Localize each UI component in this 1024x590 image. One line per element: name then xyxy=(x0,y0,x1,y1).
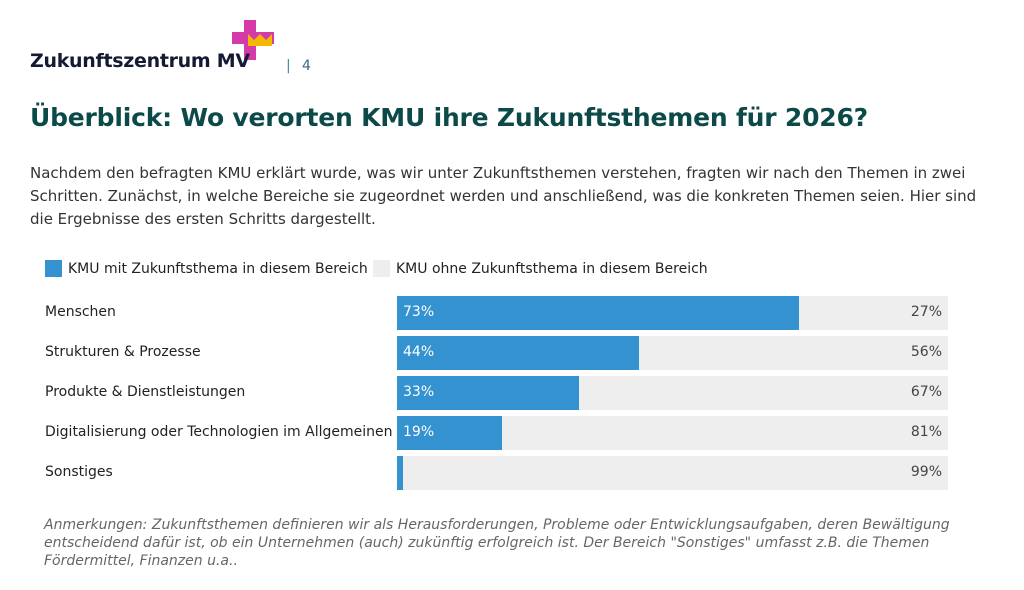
legend-swatch-with xyxy=(45,260,62,277)
bar-with xyxy=(397,416,502,450)
bar-without: 99% xyxy=(397,456,948,490)
legend-label-with: KMU mit Zukunftsthema in diesem Bereich xyxy=(68,260,368,277)
logo-text: Zukunftszentrum MV xyxy=(30,50,250,72)
legend-swatch-without xyxy=(373,260,390,277)
value-label-without: 56% xyxy=(910,344,942,360)
legend-item-without: KMU ohne Zukunftsthema in diesem Bereich xyxy=(373,260,708,277)
bar-with xyxy=(397,336,640,370)
category-label: Sonstiges xyxy=(45,464,113,480)
bar-with xyxy=(397,296,800,330)
value-label-without: 99% xyxy=(910,464,942,480)
bar-with xyxy=(397,376,579,410)
category-label: Digitalisierung oder Technologien im All… xyxy=(45,424,393,440)
bar-without: 44% 56% xyxy=(397,336,948,370)
value-label-with: 19% xyxy=(403,424,435,440)
footnote: Anmerkungen: Zukunftsthemen definieren w… xyxy=(44,517,950,569)
value-label-with: 44% xyxy=(403,344,435,360)
value-label-without: 67% xyxy=(910,384,942,400)
bar-without: 19% 81% xyxy=(397,416,948,450)
category-label: Produkte & Dienstleistungen xyxy=(45,384,246,400)
value-label-without: 27% xyxy=(910,304,942,320)
logo-mark-icon xyxy=(232,20,274,60)
legend-label-without: KMU ohne Zukunftsthema in diesem Bereich xyxy=(396,260,708,277)
intro-text: Nachdem den befragten KMU erklärt wurde,… xyxy=(30,164,977,228)
value-label-with: 73% xyxy=(403,304,435,320)
legend-item-with: KMU mit Zukunftsthema in diesem Bereich xyxy=(45,260,368,277)
bar-with xyxy=(397,456,403,490)
page-separator: | xyxy=(286,58,291,74)
bar-without: 33% 67% xyxy=(397,376,948,410)
category-label: Menschen xyxy=(45,304,116,320)
value-label-without: 81% xyxy=(910,424,942,440)
bar-without: 73% 27% xyxy=(397,296,948,330)
page-title: Überblick: Wo verorten KMU ihre Zukunfts… xyxy=(30,103,868,132)
value-label-with: 33% xyxy=(403,384,435,400)
category-label: Strukturen & Prozesse xyxy=(45,344,201,360)
page-number: 4 xyxy=(302,58,311,74)
